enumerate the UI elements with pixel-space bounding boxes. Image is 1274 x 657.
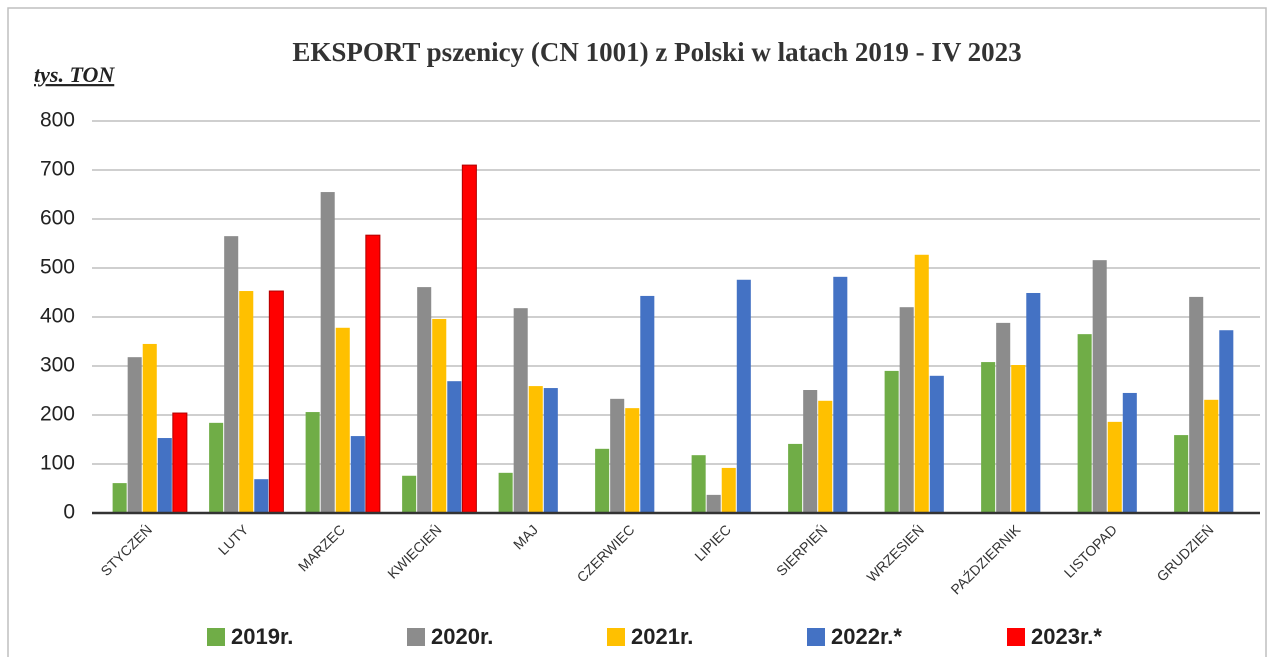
bar	[432, 318, 447, 513]
bar	[610, 398, 625, 513]
legend-swatch	[1007, 628, 1025, 646]
bar	[736, 279, 751, 513]
bar	[818, 400, 833, 513]
legend-swatch	[207, 628, 225, 646]
bar	[447, 381, 462, 513]
bar	[268, 290, 284, 514]
bar	[402, 475, 417, 513]
y-tick-label: 700	[40, 158, 75, 181]
bar	[691, 455, 706, 513]
legend-swatch	[607, 628, 625, 646]
bar	[833, 276, 848, 513]
bar	[884, 370, 899, 513]
bar	[254, 479, 269, 513]
bar	[498, 472, 513, 513]
bar	[996, 322, 1011, 513]
bar	[981, 362, 996, 513]
bar	[513, 308, 528, 513]
legend-label: 2020r.	[431, 624, 493, 649]
bar	[721, 467, 736, 513]
y-tick-label: 100	[40, 452, 75, 475]
y-tick-label: 200	[40, 403, 75, 426]
y-tick-label: 400	[40, 305, 75, 328]
bar	[803, 390, 818, 513]
legend-swatch	[807, 628, 825, 646]
bar	[239, 291, 254, 513]
bar	[320, 192, 335, 514]
bar	[788, 443, 803, 513]
bar	[595, 448, 610, 513]
bar	[625, 408, 640, 513]
bar	[1219, 330, 1234, 513]
bar	[350, 436, 365, 513]
bar	[224, 236, 239, 513]
bar	[528, 386, 543, 513]
bar	[640, 295, 655, 513]
bar	[1092, 260, 1107, 513]
bar	[1122, 392, 1137, 513]
bar	[127, 357, 142, 513]
y-tick-label: 300	[40, 354, 75, 377]
bar	[1174, 435, 1189, 513]
y-tick-label: 800	[40, 109, 75, 132]
chart-frame	[7, 7, 1267, 657]
bar	[157, 438, 172, 513]
legend-label: 2021r.	[631, 624, 693, 649]
legend-label: 2023r.*	[1031, 624, 1102, 649]
y-tick-label: 500	[40, 256, 75, 279]
y-tick-label: 0	[63, 501, 75, 524]
bar	[1026, 292, 1041, 513]
legend-swatch	[407, 628, 425, 646]
bar	[335, 327, 350, 513]
bar	[365, 234, 381, 514]
bar	[461, 164, 477, 514]
legend-label: 2022r.*	[831, 624, 902, 649]
bar	[172, 412, 188, 514]
y-tick-label: 600	[40, 207, 75, 230]
bar	[112, 483, 127, 513]
bar	[1077, 334, 1092, 513]
bar	[209, 422, 224, 513]
bar	[305, 412, 320, 513]
bar	[914, 254, 929, 513]
bar	[706, 494, 721, 513]
legend-label: 2019r.	[231, 624, 293, 649]
bar	[142, 343, 157, 513]
bar	[1204, 399, 1219, 513]
bar	[417, 287, 432, 513]
bar	[1107, 421, 1122, 513]
bar	[543, 388, 558, 513]
bar	[1189, 296, 1204, 513]
bar	[899, 307, 914, 513]
bar	[929, 375, 944, 513]
y-axis-label: tys. TON	[34, 62, 115, 87]
chart-title: EKSPORT pszenicy (CN 1001) z Polski w la…	[292, 37, 1021, 67]
bar	[1011, 365, 1026, 513]
